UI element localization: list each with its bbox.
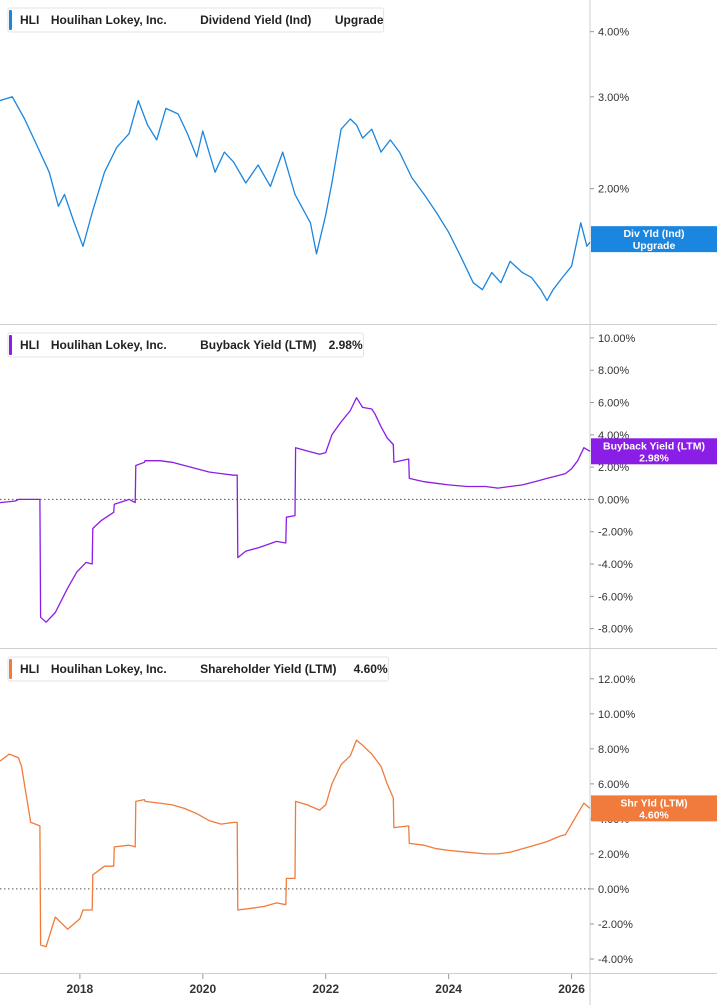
y-tick-label: 8.00% <box>598 744 629 756</box>
legend-box[interactable] <box>7 7 385 33</box>
legend-ticker: HLI <box>20 662 39 676</box>
x-tick-label: 2022 <box>312 982 339 996</box>
y-tick-label: 10.00% <box>598 709 636 721</box>
legend-metric: Shareholder Yield (LTM) <box>200 662 336 676</box>
y-tick-label: 8.00% <box>598 365 629 377</box>
y-tick-label: 10.00% <box>598 333 636 345</box>
y-tick-label: 2.00% <box>598 462 629 474</box>
y-tick-label: 6.00% <box>598 398 629 410</box>
x-tick-label: 2026 <box>558 982 585 996</box>
badge-value: 2.98% <box>639 452 669 464</box>
legend-value: 2.98% <box>329 338 363 352</box>
value-badge <box>591 438 717 465</box>
legend-color-swatch <box>9 10 12 30</box>
legend-color-swatch <box>9 659 12 679</box>
legend-value: 4.60% <box>354 662 388 676</box>
legend-box[interactable] <box>7 332 364 358</box>
x-tick-label: 2018 <box>67 982 94 996</box>
y-tick-label: 12.00% <box>598 674 636 686</box>
y-tick-label: 0.00% <box>598 494 629 506</box>
y-tick-label: -4.00% <box>598 954 633 966</box>
badge-value: 4.60% <box>639 809 669 821</box>
y-tick-label: -4.00% <box>598 559 633 571</box>
legend-color-swatch <box>9 335 12 355</box>
value-badge <box>591 226 717 253</box>
y-tick-label: 2.00% <box>598 849 629 861</box>
legend-company: Houlihan Lokey, Inc. <box>51 13 167 27</box>
x-tick-label: 2024 <box>435 982 462 996</box>
badge-label: Div Yld (Ind) <box>623 228 684 240</box>
value-badge <box>591 795 717 822</box>
y-tick-label: 0.00% <box>598 884 629 896</box>
y-tick-label: 4.00% <box>598 27 629 39</box>
badge-label: Buyback Yield (LTM) <box>603 440 705 452</box>
y-tick-label: -8.00% <box>598 624 633 636</box>
x-tick-label: 2020 <box>189 982 216 996</box>
legend-value: Upgrade <box>335 13 384 27</box>
y-tick-label: -2.00% <box>598 527 633 539</box>
series-line <box>0 96 591 302</box>
series-line <box>0 739 591 948</box>
legend-metric: Buyback Yield (LTM) <box>200 338 316 352</box>
legend-ticker: HLI <box>20 13 39 27</box>
legend-company: Houlihan Lokey, Inc. <box>51 662 167 676</box>
legend-ticker: HLI <box>20 338 39 352</box>
legend-box[interactable] <box>7 656 389 682</box>
badge-label: Shr Yld (LTM) <box>620 797 687 809</box>
y-tick-label: 6.00% <box>598 779 629 791</box>
y-tick-label: -6.00% <box>598 591 633 603</box>
legend-metric: Dividend Yield (Ind) <box>200 13 311 27</box>
y-tick-label: -2.00% <box>598 919 633 931</box>
legend-company: Houlihan Lokey, Inc. <box>51 338 167 352</box>
series-line <box>0 397 591 623</box>
y-tick-label: 3.00% <box>598 92 629 104</box>
y-tick-label: 2.00% <box>598 184 629 196</box>
badge-value: Upgrade <box>633 240 676 252</box>
